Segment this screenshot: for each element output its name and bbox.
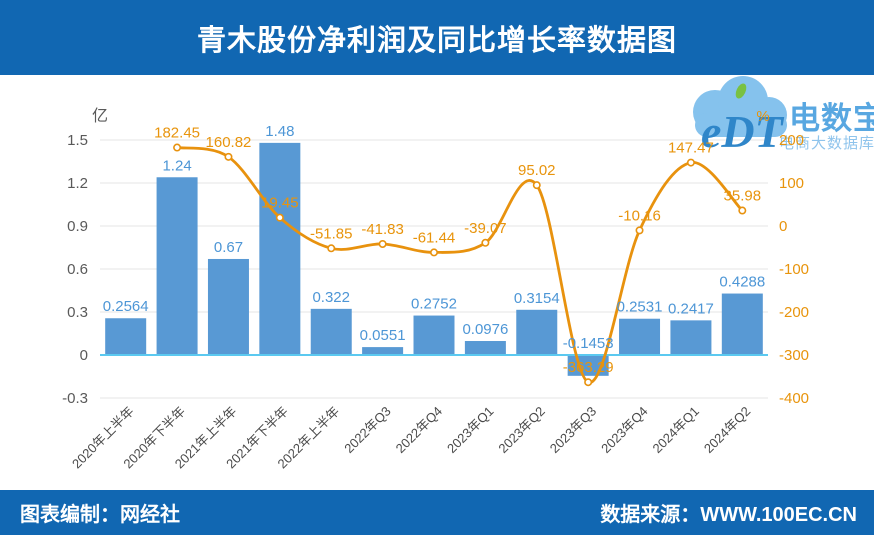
right-axis-tick: -100	[779, 261, 809, 278]
watermark-tagline-text: 电商大数据库	[779, 135, 874, 152]
line-value-label: -10.16	[618, 207, 661, 224]
line-markers	[173, 143, 747, 387]
bar-value-label: -0.1453	[563, 335, 614, 352]
line-point	[173, 143, 182, 152]
left-axis-tick: 1.2	[67, 175, 88, 192]
line-point	[481, 238, 490, 247]
page-title: 青木股份净利润及同比增长率数据图	[196, 24, 677, 57]
watermark-cloud-icon	[695, 113, 787, 137]
x-category-label: 2023年Q4	[598, 404, 651, 457]
right-axis-tick: -300	[779, 347, 809, 364]
header-banner: 青木股份净利润及同比增长率数据图	[0, 0, 874, 75]
bar-value-label: 0.67	[214, 239, 243, 256]
bar	[259, 142, 301, 355]
x-axis-labels: 2020年上半年2020年下半年2021年上半年2021年下半年2022年上半年…	[69, 404, 753, 472]
axis-labels: 1.5 200 1.2 100 0.9 0 0.6 -100 0.3 -200 0 -300 -0.3 -…	[62, 107, 809, 407]
left-axis-tick: 0	[80, 347, 88, 364]
bar-series	[105, 142, 763, 376]
line-value-label: 182.45	[154, 125, 200, 142]
line-point	[378, 239, 387, 248]
line-point	[275, 213, 284, 222]
bar-value-label: 1.24	[162, 157, 191, 174]
line-value-label: -61.44	[413, 229, 456, 246]
bar-value-label: 0.3154	[514, 290, 560, 307]
bar	[310, 308, 352, 355]
left-axis-tick: 0.6	[67, 261, 88, 278]
bar	[619, 318, 661, 355]
line-value-label: 147.47	[668, 140, 714, 157]
left-axis-unit: 亿	[92, 107, 108, 125]
line-labels: 182.45 160.82 19.45 -51.85 -41.83 -61.44 -39.0…	[154, 125, 761, 377]
watermark-leaf-icon	[735, 83, 747, 99]
bar	[105, 318, 147, 355]
bar	[516, 309, 558, 355]
bar	[207, 258, 249, 355]
watermark-logo-text: eDT	[701, 106, 785, 157]
x-category-label: 2022年Q3	[341, 404, 394, 457]
bar-value-label: 1.48	[265, 123, 294, 140]
line-value-label: -51.85	[310, 225, 353, 242]
line-point	[429, 248, 438, 257]
x-category-label: 2024年Q1	[650, 404, 703, 457]
line-point	[584, 378, 593, 387]
bar	[464, 341, 506, 355]
line-point	[327, 244, 336, 253]
line-value-label: -41.83	[361, 221, 404, 238]
bar	[413, 315, 455, 355]
right-axis-tick: 100	[779, 175, 804, 192]
x-category-label: 2023年Q1	[444, 404, 497, 457]
bar	[721, 293, 763, 355]
left-axis-tick: -0.3	[62, 390, 88, 407]
right-axis-tick: 0	[779, 218, 787, 235]
bar-labels: 0.2564 1.24 0.67 1.48 0.322 0.0551 0.2752 0.097…	[103, 123, 766, 352]
bar	[362, 347, 404, 355]
bar-value-label: 0.0976	[462, 321, 508, 338]
bar-value-label: 0.2752	[411, 296, 457, 313]
line-value-label: -363.29	[563, 359, 614, 376]
line-value-label: 19.45	[261, 195, 299, 212]
watermark-brand-text: 电数宝	[789, 101, 874, 136]
right-axis-tick: -200	[779, 304, 809, 321]
x-category-label: 2024年Q2	[701, 404, 754, 457]
x-category-label: 2023年Q2	[495, 404, 548, 457]
bar-value-label: 0.4288	[719, 274, 765, 291]
right-axis-tick: -400	[779, 390, 809, 407]
line-value-label: 35.98	[724, 188, 762, 205]
line-value-label: 160.82	[206, 134, 252, 151]
bar-value-label: 0.322	[312, 289, 350, 306]
line-point	[532, 181, 541, 190]
line-point	[224, 152, 233, 161]
x-category-label: 2022年Q4	[393, 404, 446, 457]
bar-value-label: 0.2531	[617, 299, 663, 316]
left-axis-tick: 0.9	[67, 218, 88, 235]
right-axis-unit: %	[756, 108, 769, 125]
footer-banner: 图表编制：网经社 数据来源：WWW.100EC.CN	[0, 490, 874, 535]
chart-area: eDT 电数宝 电商大数据库 0.2564 1.24 0.67 1.48 0.322 0.055…	[0, 75, 874, 490]
line-point	[635, 226, 644, 235]
footer-source: 数据来源：WWW.100EC.CN	[600, 504, 857, 526]
bar-value-label: 0.2564	[103, 298, 149, 315]
bar-value-label: 0.2417	[668, 300, 714, 317]
left-axis-tick: 0.3	[67, 304, 88, 321]
right-axis-tick: 200	[779, 132, 804, 149]
line-point	[738, 206, 747, 215]
footer-credit: 图表编制：网经社	[20, 504, 180, 526]
x-category-label: 2023年Q3	[547, 404, 600, 457]
bar	[156, 177, 198, 355]
left-axis-tick: 1.5	[67, 132, 88, 149]
bar	[670, 320, 712, 355]
line-value-label: -39.07	[464, 220, 507, 237]
line-value-label: 95.02	[518, 162, 556, 179]
bar-value-label: 0.0551	[360, 327, 406, 344]
line-point	[686, 158, 695, 167]
